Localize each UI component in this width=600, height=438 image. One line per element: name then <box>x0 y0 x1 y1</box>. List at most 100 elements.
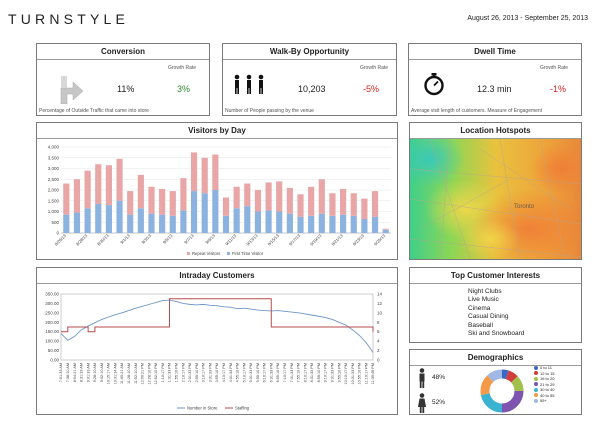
y2-tick-label: 12 <box>377 301 383 306</box>
list-item: Live Music <box>468 296 499 304</box>
donut-slice <box>505 370 518 383</box>
x-tick-label: 11:39:46 PM <box>371 363 375 384</box>
bar-first-time <box>84 208 91 233</box>
y-tick-label: 300.00 <box>45 301 59 306</box>
x-tick-label: 9/17/13 <box>288 233 302 247</box>
conversion-value: 11% <box>117 84 135 94</box>
kpi-footnote: Average visit length of customers. Measu… <box>411 108 543 114</box>
kpi-panel-conversion: Conversion Growth Rate 11% 3% Percentage… <box>36 43 210 116</box>
legend-swatch <box>534 382 538 387</box>
y2-tick-label: 8 <box>377 320 380 325</box>
y-tick-label: 350.00 <box>45 292 59 297</box>
female-percent: 52% <box>432 399 446 406</box>
bar-repeat <box>180 178 187 211</box>
x-tick-label: 9/23/13 <box>352 233 366 247</box>
kpi-footnote: Percentage of Outside Traffic that came … <box>39 108 149 114</box>
x-tick-label: 6:31:33 PM <box>269 363 273 382</box>
bar-first-time <box>318 213 325 233</box>
legend-item: 16 to 20 <box>534 376 554 382</box>
age-legend: 0 to 11 12 to 15 16 to 20 21 to 29 30 to 40 4… <box>534 365 554 404</box>
x-tick-label: 10:10:17 PM <box>344 363 348 385</box>
interests-list: Night Clubs Live Music Cinema Casual Din… <box>468 288 524 338</box>
bar-first-time <box>137 208 144 233</box>
legend-item: 30 to 40 <box>534 387 554 393</box>
x-tick-label: 9:01:33 AM <box>86 363 90 382</box>
y2-tick-label: 6 <box>377 329 380 334</box>
donut-slice <box>501 390 524 413</box>
kpi-title: Dwell Time <box>409 44 581 60</box>
bar-repeat <box>63 183 70 215</box>
map-title: Location Hotspots <box>410 123 581 139</box>
bar-repeat <box>148 186 155 214</box>
x-tick-label: 1:55:10 PM <box>175 363 179 382</box>
bar-repeat <box>73 179 81 213</box>
legend-item: 40 to 55 <box>534 393 554 399</box>
legend-label: Repeat Visitors <box>192 251 220 256</box>
x-tick-label: 9/25/13 <box>373 233 387 247</box>
legend-label: Number in Store <box>187 406 218 411</box>
x-tick-label: 11:52:10 AM <box>134 363 138 384</box>
legend-label: 30 to 40 <box>540 387 555 392</box>
y2-tick-label: 0 <box>377 358 380 363</box>
x-tick-label: 12:28:10 PM <box>147 363 151 385</box>
x-tick-label: 9/7/13 <box>183 233 195 245</box>
bar-first-time <box>116 200 123 233</box>
x-tick-label: 9:28:10 AM <box>93 363 97 382</box>
heatmap[interactable]: Toronto <box>410 139 581 259</box>
bar-repeat <box>254 190 262 212</box>
bar-first-time <box>73 212 81 233</box>
chart-title: Visitors by Day <box>37 123 397 139</box>
bar-repeat <box>212 154 219 190</box>
x-tick-label: 5:55:10 PM <box>256 363 260 382</box>
interests-title: Top Customer Interests <box>410 268 581 284</box>
y-tick-label: 200.00 <box>45 320 59 325</box>
intraday-customers-chart: 0.00 50.00 100.00 150.00 200.00 250.00 300.00 3… <box>45 292 383 411</box>
x-tick-label: 7:38:10 AM <box>66 363 70 382</box>
date-range[interactable]: August 26, 2013 - September 25, 2013 <box>467 15 588 22</box>
visitors-by-day-chart: 0 500 1,000 1,500 2,000 2,500 3,000 3,500 4,000 8… <box>48 145 391 256</box>
dwell-growth: -1% <box>550 84 567 94</box>
donut-slice <box>487 369 503 383</box>
x-tick-label: 1:31:33 PM <box>168 363 172 382</box>
x-tick-label: 6:55:10 PM <box>276 363 280 382</box>
bar-repeat <box>329 193 336 216</box>
bar-repeat <box>233 186 240 209</box>
bar-repeat <box>159 188 166 215</box>
x-tick-label: 9/9/13 <box>204 233 216 245</box>
bar-first-time <box>63 214 70 233</box>
x-tick-label: 4:31:33 PM <box>229 363 233 382</box>
bar-repeat <box>318 179 325 214</box>
bar-first-time <box>350 215 357 233</box>
legend-label: 0 to 11 <box>540 365 552 370</box>
y-tick-label: 0 <box>56 231 59 236</box>
bar-repeat <box>84 170 91 209</box>
x-tick-label: 9:55:10 PM <box>337 363 341 382</box>
bar-first-time <box>340 214 347 233</box>
bar-first-time <box>148 213 155 233</box>
demographics-panel: Demographics 48% 52% 0 to 11 12 to 15 16 t… <box>409 349 582 415</box>
y-tick-label: 4,000 <box>48 145 60 150</box>
x-tick-label: 8/30/13 <box>96 233 110 247</box>
bar-repeat <box>169 191 176 216</box>
x-tick-label: 7:55:10 PM <box>297 363 301 382</box>
bar-first-time <box>286 213 293 233</box>
female-icon <box>418 393 426 413</box>
bar-first-time <box>127 214 134 233</box>
y-tick-label: 1,500 <box>48 198 60 203</box>
x-tick-label: 9/5/13 <box>162 233 174 245</box>
y-tick-label: 0.00 <box>50 358 59 363</box>
bar-first-time <box>371 216 379 233</box>
bar-first-time <box>159 214 166 233</box>
walkby-growth: -5% <box>363 84 380 94</box>
x-tick-label: 8:04:21 AM <box>73 363 77 382</box>
x-tick-label: 9/13/13 <box>245 233 259 247</box>
x-tick-label: 4:55:10 PM <box>236 363 240 382</box>
legend-item: 21 to 29 <box>534 382 554 388</box>
x-tick-label: 3:55:10 PM <box>215 363 219 382</box>
bar-repeat <box>127 191 134 215</box>
bar-repeat <box>297 194 304 217</box>
x-tick-label: 10:55:10 PM <box>358 363 362 385</box>
bar-first-time <box>105 205 112 233</box>
legend-label: 40 to 55 <box>540 392 555 398</box>
bar-first-time <box>297 216 304 233</box>
